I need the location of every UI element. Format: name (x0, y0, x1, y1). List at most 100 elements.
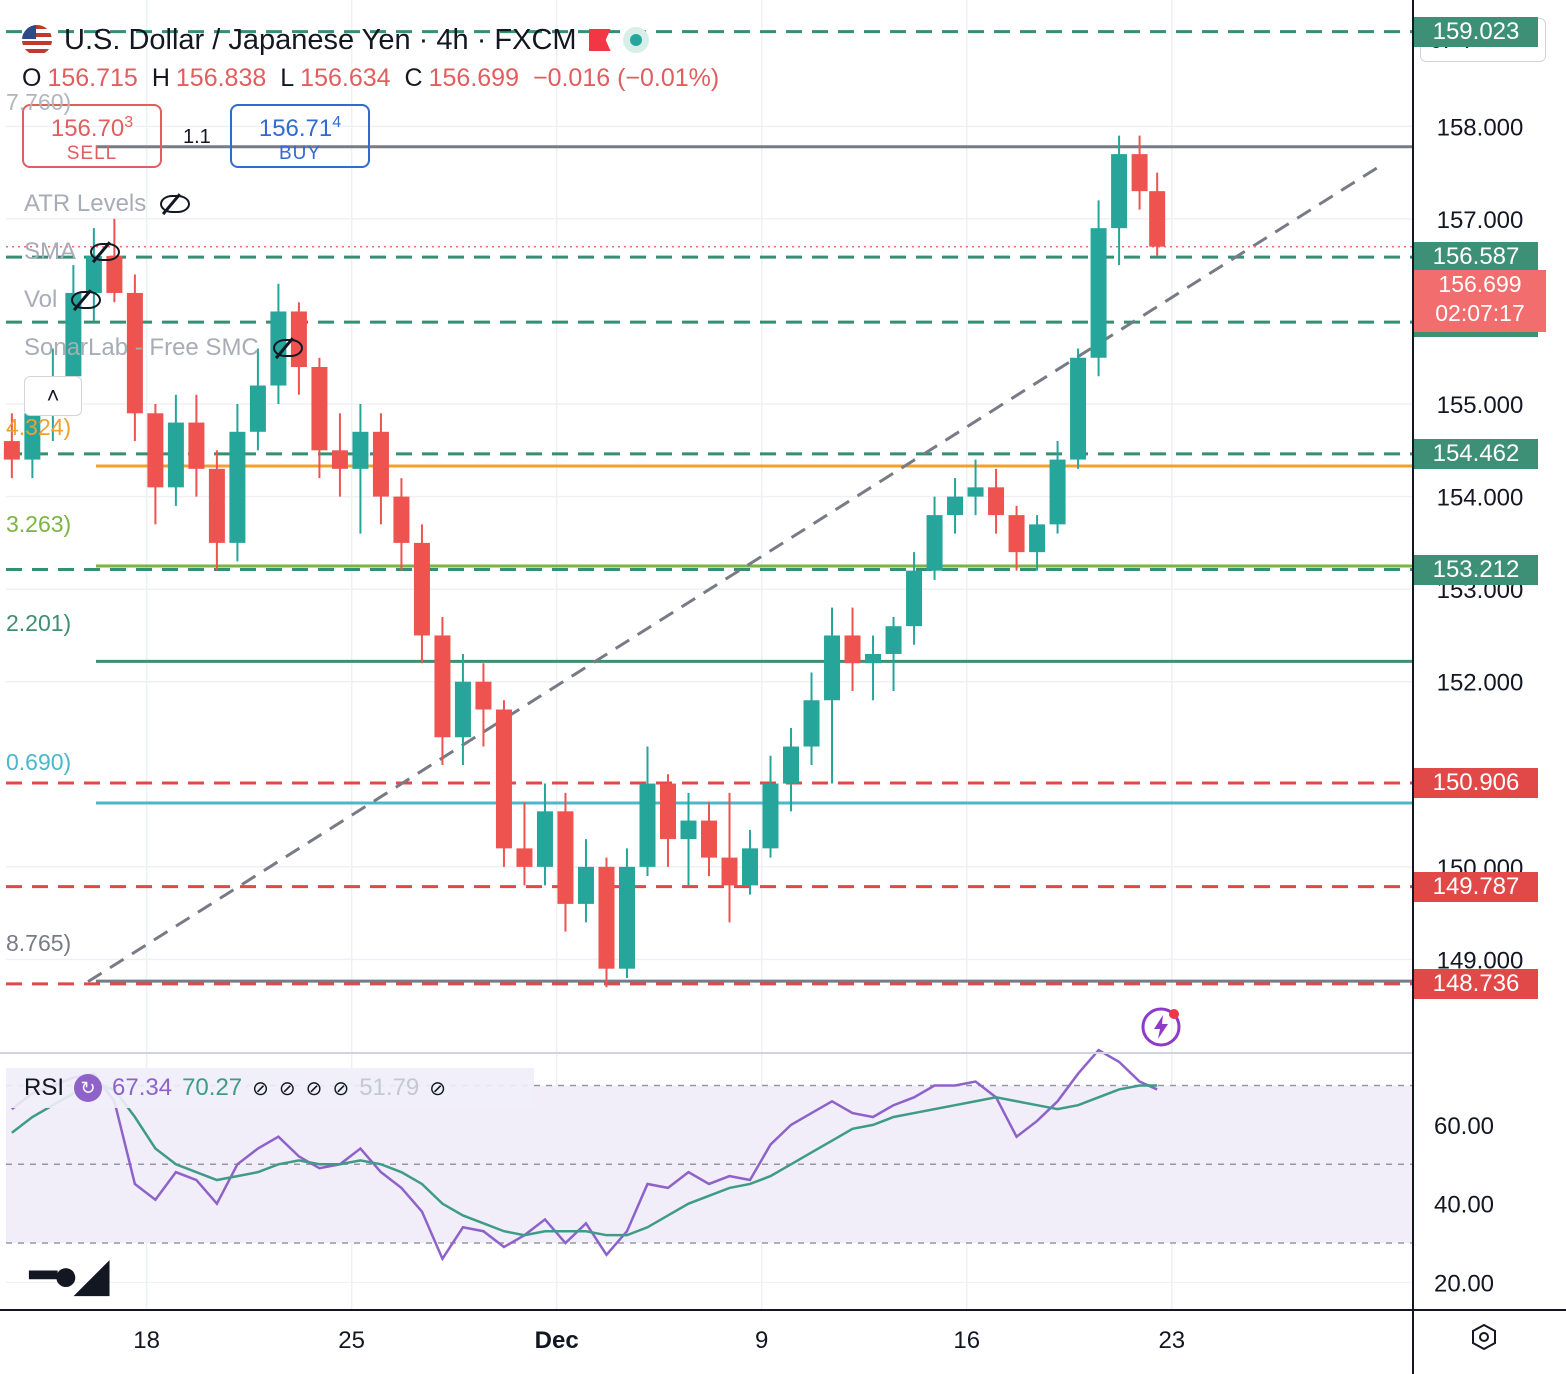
candle-body (188, 422, 205, 469)
candle-body (393, 496, 410, 543)
slash-icon: ⊘ (278, 1077, 296, 1100)
slash-icon: ⊘ (305, 1077, 323, 1100)
rsi-tick-label: 60.00 (1434, 1113, 1494, 1140)
current-price-value: 156.699 (1438, 271, 1522, 297)
bar-countdown: 02:07:17 (1435, 300, 1525, 326)
candle-body (208, 468, 225, 543)
indicator-label: SonarLab - Free SMC (24, 334, 259, 361)
trendline (87, 166, 1378, 983)
rsi-name[interactable]: RSI (24, 1074, 65, 1101)
sell-button[interactable]: 156.703 SELL (22, 104, 162, 168)
rsi-legend: RSI ↻ 67.34 70.27 ⊘ ⊘ ⊘ ⊘ 51.79 ⊘ (6, 1068, 534, 1108)
high-label: H (151, 64, 170, 92)
indicator-atr-levels[interactable]: ATR Levels (24, 190, 191, 218)
candle-body (639, 783, 656, 867)
chart-header: U.S. Dollar / Japanese Yen · 4h · FXCM (22, 20, 649, 60)
rsi-band-background (6, 1084, 1412, 1244)
candle-body (1070, 357, 1087, 460)
candle-body (803, 700, 820, 747)
candle-body (1049, 459, 1066, 525)
candle-body (762, 783, 779, 849)
candle-body (249, 385, 266, 432)
candle-body (516, 848, 533, 867)
rsi-ma-value: 70.27 (182, 1074, 243, 1101)
candle-body (1149, 191, 1166, 247)
symbol-title[interactable]: U.S. Dollar / Japanese Yen · 4h · FXCM (64, 23, 577, 56)
flag-marker-icon[interactable] (588, 29, 611, 51)
low-label: L (280, 64, 295, 92)
fib-level-label: 8.765) (6, 929, 72, 956)
sell-price: 156.703 (50, 114, 134, 142)
chevron-up-icon: ˄ (46, 383, 60, 408)
buy-label: BUY (278, 143, 322, 164)
market-open-icon[interactable] (622, 27, 649, 53)
indicator-vol[interactable]: Vol (24, 286, 102, 314)
candle-body (331, 450, 348, 469)
slash-icon: ⊘ (332, 1077, 350, 1100)
rsi-line (11, 1048, 1158, 1262)
indicator-sonarlab[interactable]: SonarLab - Free SMC (24, 334, 303, 362)
price-level-tag: 159.023 (1414, 16, 1538, 47)
candle-body (701, 820, 717, 858)
candle-body (65, 292, 82, 377)
rsi-tick-label: 20.00 (1434, 1270, 1494, 1297)
fib-level-label: 0.690) (6, 749, 72, 776)
rsi-ghost-value: 51.79 (359, 1074, 420, 1101)
candle-body (557, 811, 574, 904)
ohlc-readout: O 156.715 H 156.838 L 156.634 C 156.699 −0.0… (22, 64, 727, 93)
tick-labels: 158.000157.000155.000154.000153.000152.0… (133, 114, 1523, 1354)
us-japan-flag-icon (22, 25, 52, 55)
indicator-label: Vol (24, 286, 58, 313)
fib-level-label: 7.760) (6, 89, 72, 116)
candle-body (885, 626, 902, 654)
candle-body (229, 431, 246, 543)
sell-label: SELL (66, 143, 118, 164)
candle-body (1008, 515, 1025, 553)
candle-body (1090, 228, 1107, 358)
candles (3, 135, 1166, 988)
buy-button[interactable]: 156.714 BUY (230, 104, 370, 168)
rsi-tick-label: 40.00 (1434, 1192, 1494, 1219)
price-tick-label: 158.000 (1437, 114, 1524, 141)
candle-body (577, 866, 594, 904)
candle-body (618, 866, 635, 969)
candle-body (454, 681, 471, 738)
eye-hidden-icon[interactable] (90, 243, 121, 261)
buy-price: 156.714 (258, 114, 342, 142)
eye-hidden-icon[interactable] (272, 339, 303, 357)
candle-body (906, 570, 923, 627)
price-tick-label: 152.000 (1437, 670, 1524, 697)
change-value: −0.016 (−0.01%) (532, 64, 720, 92)
candle-body (352, 431, 369, 469)
close-value: 156.699 (428, 64, 519, 92)
indicator-sma[interactable]: SMA (24, 238, 121, 266)
candle-body (988, 487, 1005, 516)
open-label: O (22, 64, 42, 92)
candle-body (1111, 154, 1128, 229)
rsi-lines (11, 1048, 1158, 1262)
candle-body (598, 866, 615, 969)
slash-icon: ⊘ (429, 1077, 447, 1100)
candle-body (844, 635, 861, 664)
tradingview-logo: ━●◢ (30, 1251, 109, 1300)
eye-hidden-icon[interactable] (160, 195, 191, 213)
candle-body (126, 292, 143, 414)
close-label: C (404, 64, 423, 92)
collapse-indicators-button[interactable]: ˄ (24, 376, 82, 416)
eye-hidden-icon[interactable] (71, 291, 102, 309)
settings-icon[interactable] (1470, 1323, 1498, 1351)
price-level-tag: 153.212 (1414, 554, 1538, 585)
price-level-tag: 148.736 (1414, 968, 1538, 999)
candle-body (167, 422, 184, 488)
time-tick-label: 18 (133, 1327, 160, 1354)
low-value: 156.634 (300, 64, 391, 92)
candle-body (372, 431, 389, 497)
candle-body (865, 653, 882, 664)
time-tick-label: Dec (535, 1327, 579, 1354)
fib-level-label: 3.263) (6, 511, 72, 538)
refresh-icon[interactable]: ↻ (74, 1074, 103, 1102)
lightning-alert-icon[interactable] (1140, 1006, 1182, 1048)
price-level-tag: 154.462 (1414, 438, 1538, 469)
indicator-label: SMA (24, 238, 77, 265)
